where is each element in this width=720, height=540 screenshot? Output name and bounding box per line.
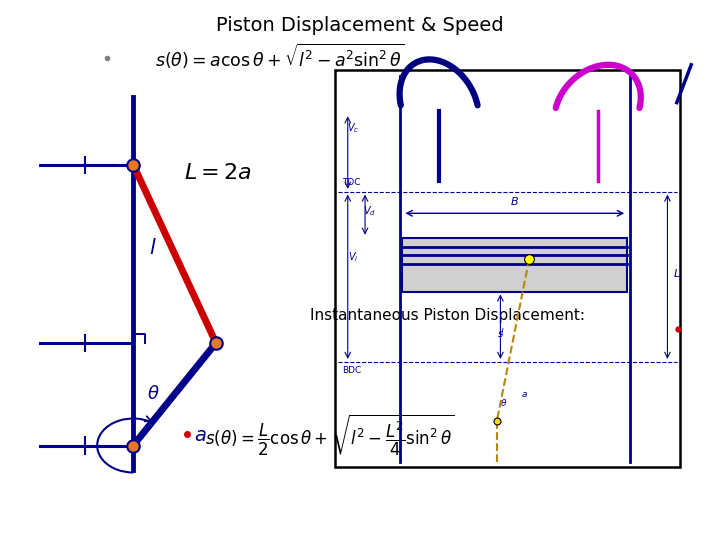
Text: $s(\theta)= a\cos\theta + \sqrt{l^2 - a^2\sin^2\theta}$: $s(\theta)= a\cos\theta + \sqrt{l^2 - a^… [155,42,405,71]
Text: Piston Displacement & Speed: Piston Displacement & Speed [216,16,504,35]
Text: $l$: $l$ [500,326,505,337]
Bar [335,70,680,467]
Text: $V_i$: $V_i$ [348,251,358,265]
Text: $\theta$: $\theta$ [500,397,508,408]
Text: $\theta$: $\theta$ [147,385,160,403]
Text: $s$: $s$ [497,329,504,340]
Text: $V_c$: $V_c$ [346,121,359,135]
Text: $l$: $l$ [149,238,157,259]
Text: Instantaneous Piston Displacement:: Instantaneous Piston Displacement: [310,308,585,323]
Text: BDC: BDC [342,366,361,375]
Text: TDC: TDC [342,178,361,187]
Text: $L = 2a$: $L = 2a$ [184,163,251,183]
Bar [402,238,627,292]
Text: $B$: $B$ [510,195,519,207]
Text: $s(\theta)=\dfrac{L}{2}\cos\theta + \sqrt{l^2 - \dfrac{L^2}{4}\sin^2\theta}$: $s(\theta)=\dfrac{L}{2}\cos\theta + \sqr… [205,412,454,457]
Text: $V_d$: $V_d$ [363,205,376,219]
Text: $L$: $L$ [673,267,680,279]
Text: $a$: $a$ [521,390,528,399]
Text: $a$: $a$ [194,426,207,445]
